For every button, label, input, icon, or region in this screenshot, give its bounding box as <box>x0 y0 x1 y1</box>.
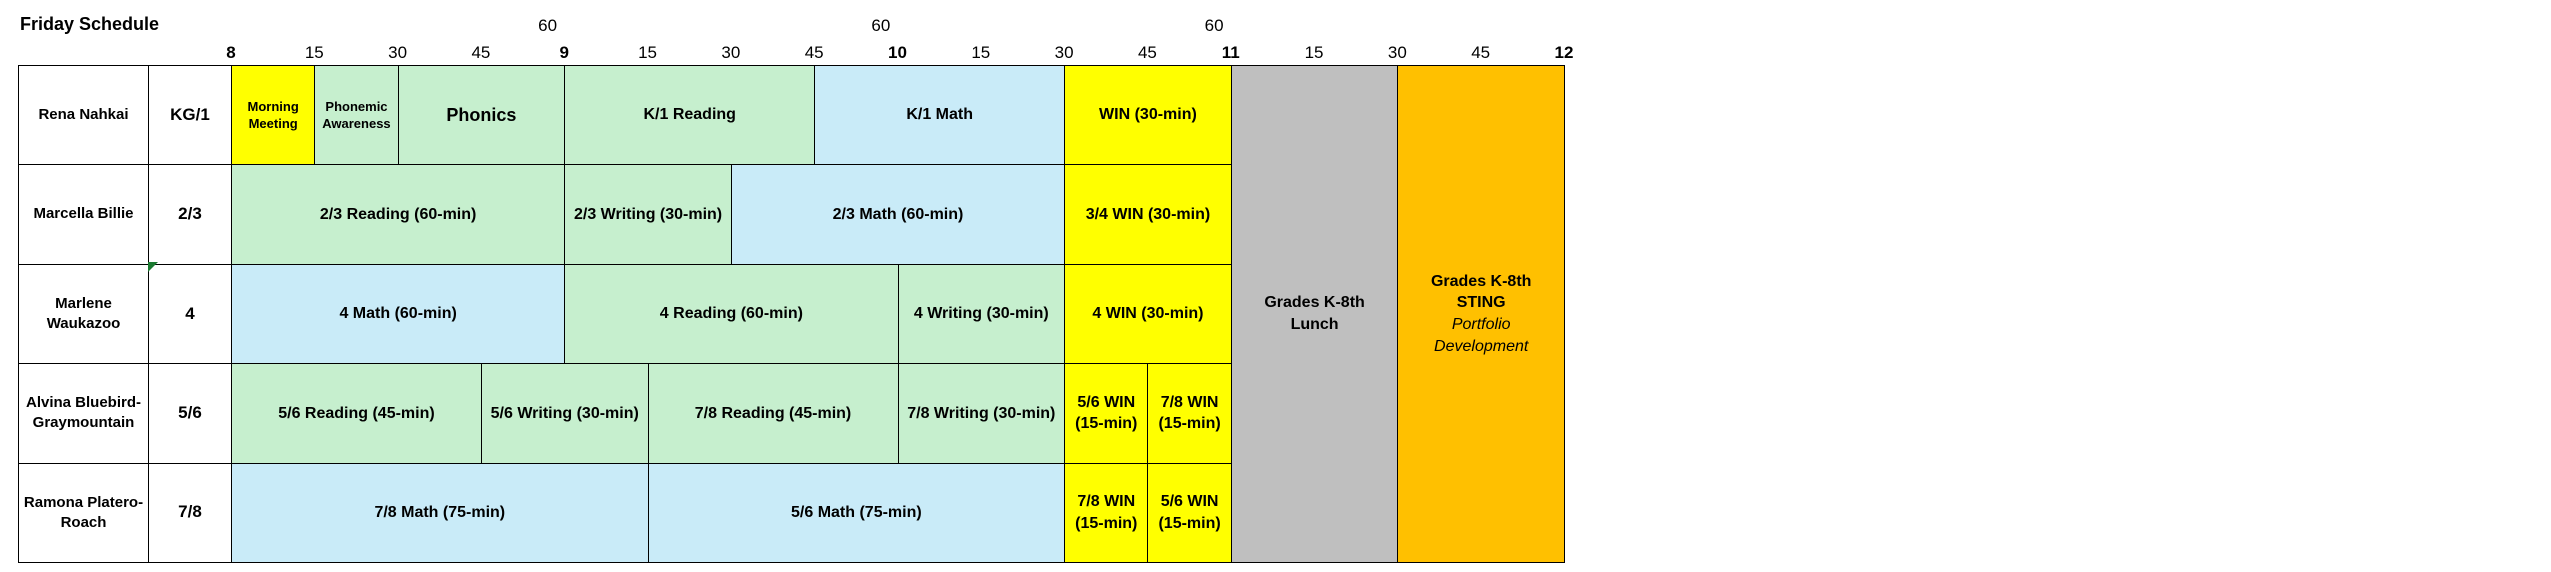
schedule-block[interactable]: 7/8 WIN (15-min) <box>1064 462 1149 563</box>
schedule-block[interactable]: 5/6 WIN (15-min) <box>1064 363 1149 464</box>
block-label: K/1 Math <box>906 106 973 124</box>
block-label: 7/8 Writing (30-min) <box>907 404 1056 422</box>
teacher-name: Alvina Bluebird-Graymountain <box>25 394 141 432</box>
schedule-block[interactable]: 4 WIN (30-min) <box>1064 263 1232 365</box>
schedule-block[interactable]: Morning Meeting <box>231 65 316 166</box>
grade-cell[interactable]: 7/8 <box>148 462 232 563</box>
sixty-minute-label: 60 <box>871 16 891 35</box>
schedule-block[interactable]: WIN (30-min) <box>1064 65 1232 166</box>
grade-cell[interactable]: 5/6 <box>148 363 232 464</box>
time-tick: 45 <box>471 43 491 62</box>
schedule-block[interactable]: 5/6 WIN (15-min) <box>1147 462 1232 563</box>
schedule-block[interactable]: 5/6 Writing (30-min) <box>480 363 649 464</box>
block-label: 5/6 Math (75-min) <box>791 503 922 521</box>
grade-label: 7/8 <box>178 502 202 522</box>
block-label: 5/6 WIN (15-min) <box>1158 493 1221 532</box>
block-label: Phonics <box>446 105 517 126</box>
block-label: 4 Math (60-min) <box>339 305 457 323</box>
block-label: 7/8 Math (75-min) <box>374 503 506 521</box>
block-label: WIN (30-min) <box>1099 106 1197 124</box>
sheet-title: Friday Schedule <box>20 14 160 34</box>
teacher-name-cell[interactable]: Rena Nahkai <box>18 65 149 166</box>
time-tick: 9 <box>559 43 569 62</box>
grade-cell[interactable]: KG/1 <box>148 65 232 166</box>
grade-cell[interactable]: 4 <box>148 263 232 365</box>
schedule-block[interactable]: 2/3 Math (60-min) <box>730 164 1066 265</box>
block-label: 5/6 WIN (15-min) <box>1075 393 1138 433</box>
schedule-block[interactable]: K/1 Math <box>814 65 1066 166</box>
block-label: Phonemic Awareness <box>322 98 391 132</box>
time-tick: 10 <box>888 43 907 62</box>
time-tick: 15 <box>971 43 991 62</box>
block-label: 2/3 Writing (30-min) <box>573 205 723 223</box>
teacher-name-cell[interactable]: Marlene Waukazoo <box>18 263 149 365</box>
time-tick: 30 <box>1054 43 1074 62</box>
schedule-block[interactable]: 5/6 Reading (45-min) <box>231 363 482 464</box>
teacher-name: Rena Nahkai <box>38 106 129 124</box>
schedule-block[interactable]: Phonemic Awareness <box>314 65 399 166</box>
time-tick: 30 <box>388 43 408 62</box>
block-label: 4 Writing (30-min) <box>913 305 1049 323</box>
block-label: 5/6 Writing (30-min) <box>490 404 639 422</box>
schedule-block[interactable]: 4 Math (60-min) <box>231 263 566 365</box>
time-tick: 8 <box>226 43 236 62</box>
block-label: 4 WIN (30-min) <box>1092 305 1204 323</box>
schedule-block[interactable]: 7/8 Math (75-min) <box>231 462 649 563</box>
block-label: 2/3 Reading (60-min) <box>319 205 477 223</box>
sting-text: Grades K-8th STING Portfolio Development <box>1422 271 1540 357</box>
block-label: 4 Reading (60-min) <box>659 305 803 323</box>
block-label: Morning Meeting <box>247 98 299 132</box>
time-tick: 30 <box>1387 43 1407 62</box>
sting-block[interactable]: Grades K-8th STING Portfolio Development <box>1397 65 1565 563</box>
schedule-block[interactable]: 5/6 Math (75-min) <box>647 462 1066 563</box>
schedule-block[interactable]: Phonics <box>397 65 566 166</box>
block-label: K/1 Reading <box>643 106 736 124</box>
block-label: 3/4 WIN (30-min) <box>1085 205 1211 223</box>
block-label: 2/3 Math (60-min) <box>832 205 964 223</box>
time-tick: 45 <box>1471 43 1491 62</box>
schedule-block[interactable]: 7/8 WIN (15-min) <box>1147 363 1232 464</box>
comment-indicator-icon[interactable] <box>148 262 158 272</box>
grade-label: KG/1 <box>170 104 210 124</box>
teacher-name: Marcella Billie <box>33 205 134 223</box>
block-label: 7/8 Reading (45-min) <box>694 404 852 422</box>
sting-subtitle: Portfolio Development <box>1434 316 1529 355</box>
schedule-block[interactable]: 4 Writing (30-min) <box>897 263 1066 365</box>
time-tick: 15 <box>304 43 324 62</box>
teacher-name: Marlene Waukazoo <box>46 294 121 332</box>
sixty-minute-label: 60 <box>1204 16 1224 35</box>
grade-label: 4 <box>185 303 195 323</box>
schedule-block[interactable]: K/1 Reading <box>564 65 816 166</box>
teacher-name: Ramona Platero-Roach <box>23 493 144 531</box>
lunch-label: Grades K-8th Lunch <box>1264 294 1365 333</box>
schedule-block[interactable]: 7/8 Reading (45-min) <box>647 363 899 464</box>
grade-label: 5/6 <box>178 402 202 422</box>
time-tick: 45 <box>1137 43 1157 62</box>
time-tick: 30 <box>721 43 741 62</box>
grade-label: 2/3 <box>178 204 202 224</box>
lunch-block[interactable]: Grades K-8th Lunch <box>1230 65 1399 563</box>
schedule-block[interactable]: 3/4 WIN (30-min) <box>1064 164 1232 265</box>
grade-cell[interactable]: 2/3 <box>148 164 232 265</box>
sixty-minute-label: 60 <box>538 16 558 35</box>
teacher-name-cell[interactable]: Alvina Bluebird-Graymountain <box>18 363 149 464</box>
block-label: 7/8 WIN (15-min) <box>1075 493 1138 532</box>
schedule-block[interactable]: 2/3 Reading (60-min) <box>231 164 566 265</box>
time-tick: 15 <box>638 43 658 62</box>
time-tick: 15 <box>1304 43 1324 62</box>
time-tick: 11 <box>1221 43 1240 62</box>
time-tick: 12 <box>1554 43 1574 62</box>
sting-title: Grades K-8th STING <box>1430 272 1532 312</box>
block-label: 5/6 Reading (45-min) <box>278 404 435 422</box>
block-label: 7/8 WIN (15-min) <box>1158 393 1221 433</box>
schedule-block[interactable]: 2/3 Writing (30-min) <box>564 164 732 265</box>
schedule-block[interactable]: 7/8 Writing (30-min) <box>897 363 1066 464</box>
teacher-name-cell[interactable]: Marcella Billie <box>18 164 149 265</box>
schedule-block[interactable]: 4 Reading (60-min) <box>564 263 899 365</box>
time-tick: 45 <box>804 43 824 62</box>
teacher-name-cell[interactable]: Ramona Platero-Roach <box>18 462 149 563</box>
